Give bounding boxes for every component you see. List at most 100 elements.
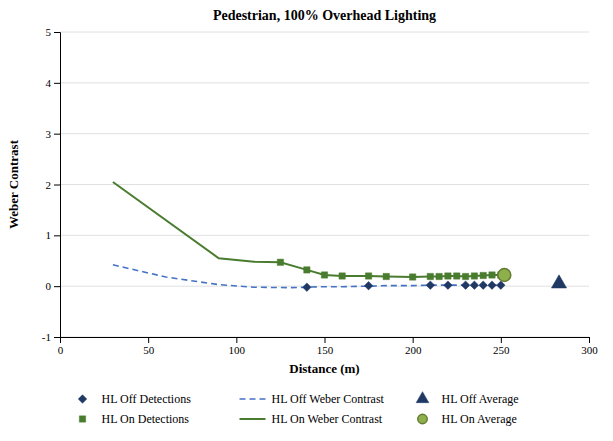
x-axis-title: Distance (m)	[289, 361, 359, 376]
grid-line	[60, 32, 589, 33]
tick: 0	[46, 280, 61, 292]
tick-label: -1	[42, 331, 51, 343]
tick-label: 200	[405, 344, 422, 356]
legend: HL Off Detections HL Off Weber Contrast HL…	[78, 392, 518, 427]
tick: -1	[42, 331, 60, 343]
point	[480, 272, 486, 278]
tick: 300	[581, 337, 598, 356]
tick: 50	[143, 337, 155, 356]
tick-mark	[325, 337, 326, 343]
tick-mark	[589, 337, 590, 343]
tick-mark	[148, 337, 149, 343]
tick: 250	[493, 337, 510, 356]
legend-label: HL On Detections	[102, 412, 190, 426]
point	[551, 275, 566, 288]
point	[365, 273, 371, 279]
grid	[60, 32, 589, 337]
title: Pedestrian, 100% Overhead Lighting	[213, 8, 436, 23]
legend-swatch	[418, 414, 427, 423]
tick-mark	[236, 337, 237, 343]
legend-item: HL On Detections	[79, 412, 189, 426]
point	[339, 273, 345, 279]
point	[303, 283, 311, 291]
point	[454, 273, 460, 279]
tick-mark	[501, 337, 502, 343]
legend-label: HL Off Detections	[102, 392, 192, 406]
axis-line	[54, 33, 61, 338]
legend-swatch	[416, 392, 429, 403]
tick-mark	[54, 32, 60, 33]
legend-item: HL On Average	[418, 412, 517, 426]
point	[445, 273, 451, 279]
legend-swatch	[240, 418, 266, 420]
tick: 0	[58, 337, 64, 356]
chart: 0 50 100 150 200 250 300 -1 0 1 2 3 4 5 Pedestrian, 10…	[0, 0, 613, 441]
tick-mark	[54, 286, 60, 287]
tick-mark	[54, 185, 60, 186]
grid-line	[60, 82, 589, 83]
tick-label: 300	[581, 344, 598, 356]
point	[498, 269, 511, 282]
point	[304, 267, 310, 273]
y-axis: -1 0 1 2 3 4 5	[42, 26, 61, 343]
tick: 3	[46, 128, 61, 140]
line	[113, 182, 501, 277]
legend-item: HL Off Detections	[78, 392, 191, 406]
point	[410, 274, 416, 280]
y-axis-title: Weber Contrast	[6, 139, 21, 229]
point	[277, 259, 283, 265]
point	[427, 273, 433, 279]
legend-swatch	[240, 398, 266, 400]
legend-label: HL Off Average	[442, 392, 519, 406]
point	[383, 273, 389, 279]
tick-mark	[54, 337, 60, 338]
tick-mark	[54, 83, 60, 84]
tick-label: 4	[46, 77, 52, 89]
legend-label: HL Off Weber Contrast	[272, 392, 385, 406]
grid-line	[60, 184, 589, 185]
tick-label: 0	[46, 280, 52, 292]
legend-item: HL Off Average	[416, 392, 518, 407]
point	[462, 273, 468, 279]
x-axis: 0 50 100 150 200 250 300	[58, 337, 599, 356]
legend-label: HL On Average	[442, 412, 517, 426]
tick: 4	[46, 77, 61, 89]
tick-label: 3	[46, 128, 52, 140]
tick-label: 50	[143, 344, 155, 356]
point	[364, 281, 372, 289]
tick: 1	[46, 229, 61, 241]
tick-label: 1	[46, 229, 52, 241]
tick: 200	[405, 337, 422, 356]
tick-mark	[54, 235, 60, 236]
tick-label: 0	[58, 344, 64, 356]
tick: 150	[317, 337, 334, 356]
grid-line	[60, 235, 589, 236]
tick-label: 5	[46, 26, 52, 38]
point	[470, 281, 478, 289]
tick-label: 100	[229, 344, 246, 356]
plot-area	[113, 182, 567, 291]
legend-item: HL On Weber Contrast	[240, 412, 383, 426]
point	[321, 272, 327, 278]
point	[426, 281, 434, 289]
tick-mark	[413, 337, 414, 343]
tick-label: 250	[493, 344, 510, 356]
point	[444, 281, 452, 289]
tick-label: 150	[317, 344, 334, 356]
tick: 100	[229, 337, 246, 356]
point	[461, 281, 469, 289]
tick: 5	[46, 26, 61, 38]
tick-mark	[54, 134, 60, 135]
point	[479, 281, 487, 289]
tick: 2	[46, 179, 61, 191]
point	[497, 281, 505, 289]
legend-swatch	[79, 416, 85, 422]
legend-item: HL Off Weber Contrast	[240, 392, 385, 406]
point	[488, 281, 496, 289]
axis-line	[61, 338, 590, 344]
tick-label: 2	[46, 179, 52, 191]
point	[471, 273, 477, 279]
point	[489, 272, 495, 278]
legend-swatch	[78, 395, 86, 403]
legend-label: HL On Weber Contrast	[272, 412, 383, 426]
